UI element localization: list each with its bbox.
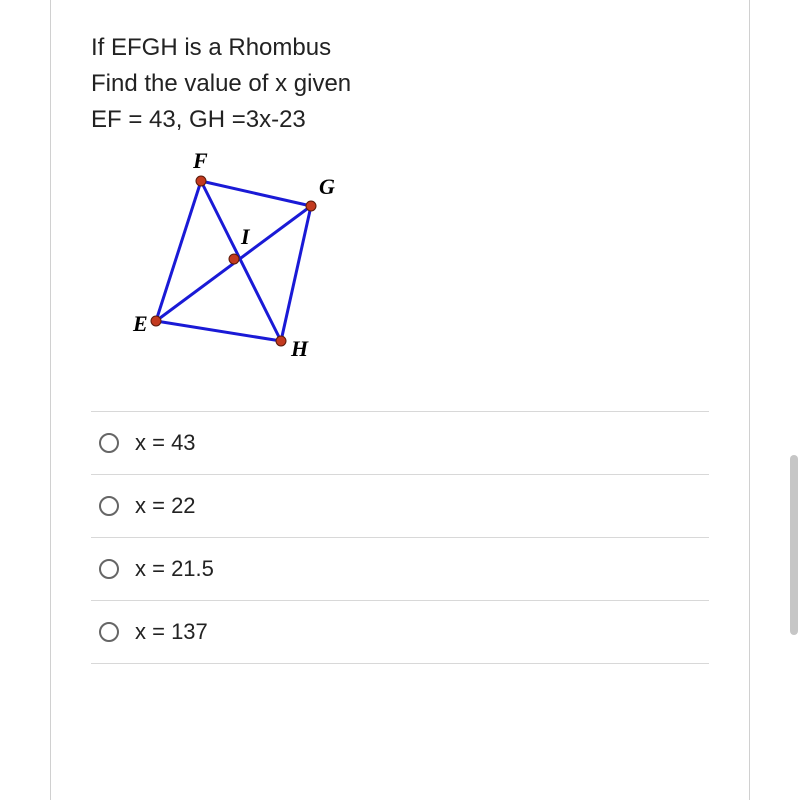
question-line-1: If EFGH is a Rhombus	[91, 30, 709, 66]
radio-icon[interactable]	[99, 433, 119, 453]
answer-options: x = 43 x = 22 x = 21.5 x = 137	[91, 411, 709, 664]
radio-icon[interactable]	[99, 496, 119, 516]
svg-text:H: H	[290, 336, 309, 361]
option-label: x = 43	[135, 430, 196, 456]
scrollbar-thumb[interactable]	[790, 455, 798, 635]
answer-option[interactable]: x = 43	[91, 411, 709, 474]
svg-text:F: F	[192, 148, 208, 173]
answer-option[interactable]: x = 21.5	[91, 537, 709, 600]
question-stem: If EFGH is a Rhombus Find the value of x…	[91, 30, 709, 138]
svg-text:I: I	[240, 224, 251, 249]
answer-option[interactable]: x = 22	[91, 474, 709, 537]
svg-text:G: G	[319, 174, 335, 199]
question-line-2: Find the value of x given	[91, 66, 709, 102]
svg-text:E: E	[132, 311, 148, 336]
question-card: If EFGH is a Rhombus Find the value of x…	[50, 0, 750, 800]
option-label: x = 21.5	[135, 556, 214, 582]
question-line-3: EF = 43, GH =3x-23	[91, 102, 709, 138]
option-label: x = 137	[135, 619, 208, 645]
radio-icon[interactable]	[99, 559, 119, 579]
radio-icon[interactable]	[99, 622, 119, 642]
option-label: x = 22	[135, 493, 196, 519]
answer-option[interactable]: x = 137	[91, 600, 709, 664]
rhombus-svg: F G I E H	[121, 146, 361, 376]
rhombus-diagram: F G I E H	[121, 146, 709, 381]
